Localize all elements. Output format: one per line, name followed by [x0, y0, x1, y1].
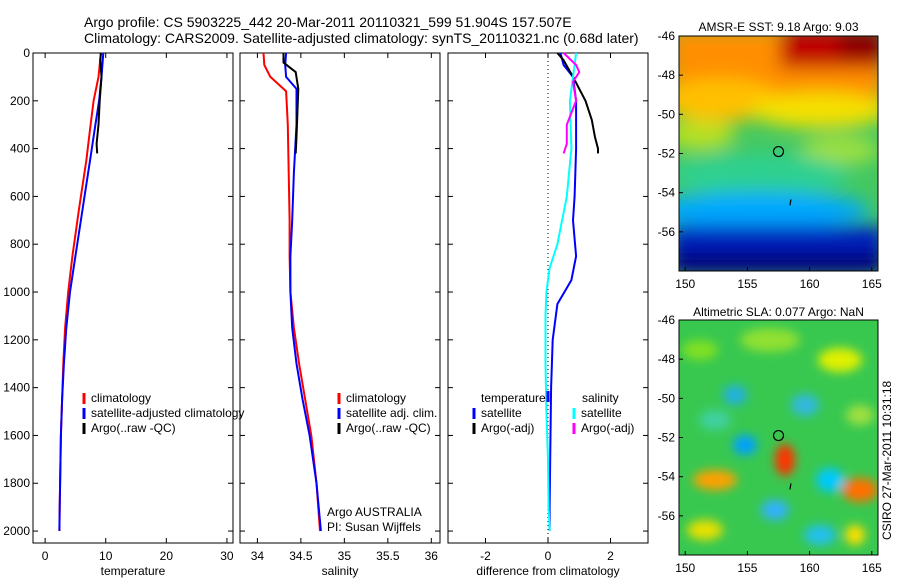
map-2-xtick-label: 165: [862, 561, 882, 575]
panel-3-xtick-label: 0: [545, 549, 552, 563]
ytick-label: 400: [10, 142, 30, 156]
map-2-xtick-label: 155: [737, 561, 757, 575]
panel-2-series-satellite-adj-clim-: [284, 52, 322, 532]
ytick-label: 2000: [3, 524, 30, 538]
legend-3-temperature-entry: satellite: [481, 406, 522, 420]
map-2-ytick-label: -54: [658, 470, 676, 484]
legend-2-entry: climatology: [346, 391, 406, 405]
panel-2-xlabel: salinity: [322, 564, 359, 578]
panel-3-xtick-label: 2: [607, 549, 614, 563]
map-1-ytick-label: -48: [658, 68, 676, 82]
panel-3-series-salinity-satellite: [544, 52, 578, 532]
ytick-label: 1600: [3, 428, 30, 442]
panel-2-xtick-label: 34.5: [289, 549, 313, 563]
map-1-xtick-label: 155: [737, 277, 757, 291]
legend-1-entry: climatology: [91, 391, 151, 405]
panel-2-xtick-label: 35.5: [376, 549, 400, 563]
panel-1-xtick-label: 0: [42, 549, 49, 563]
map-1-xtick-label: 160: [800, 277, 820, 291]
panel-2-series-argo-raw-qc-: [282, 53, 300, 154]
ytick-label: 600: [10, 189, 30, 203]
map-2-ytick-label: -50: [658, 391, 676, 405]
chart-layer: 0 10 20 30temperature0200400600800100012001…: [3, 20, 882, 578]
header-line-1: Argo profile: CS 5903225_442 20-Mar-2011…: [84, 14, 572, 30]
map-1-ytick-label: -50: [658, 107, 676, 121]
panel-1-xtick-label: 30: [220, 549, 234, 563]
legend-3-salinity-title: salinity: [582, 391, 619, 405]
timestamp-side-note: CSIRO 27-Mar-2011 10:31:18: [880, 380, 894, 540]
legend-1-entry: Argo(..raw -QC): [91, 421, 176, 435]
map-2-title: Altimetric SLA: 0.077 Argo: NaN: [693, 305, 864, 319]
legend-3-salinity-entry: Argo(-adj): [581, 421, 634, 435]
map-2-ytick-label: -48: [658, 352, 676, 366]
panel-1-series-argo-raw-qc-: [95, 52, 103, 154]
map-1-xtick-label: 150: [675, 277, 695, 291]
ytick-label: 1800: [3, 476, 30, 490]
map-1-xtick-label: 165: [862, 277, 882, 291]
ytick-label: 1400: [3, 381, 30, 395]
panel-3-series-temperature-argo-adj-: [556, 52, 599, 154]
legend-2-entry: satellite adj. clim.: [346, 406, 437, 420]
ytick-label: 0: [23, 46, 30, 60]
panel-2-annotation: PI: Susan Wijffels: [327, 520, 421, 534]
map-1-track-mark: [789, 199, 792, 206]
panel-2-xtick-label: 34: [251, 549, 265, 563]
ytick-label: 1000: [3, 285, 30, 299]
panel-1-frame: [32, 52, 234, 544]
panel-2-xtick-label: 35: [338, 549, 352, 563]
map-1-float-marker: [772, 145, 785, 158]
map-2-ytick-label: -56: [658, 509, 676, 523]
panel-3-series-salinity-argo-adj-: [562, 52, 581, 154]
legend-3-temperature-title: temperature: [481, 391, 546, 405]
panel-1-series-satellite-adjusted-climatology: [58, 52, 105, 532]
ytick-label: 200: [10, 94, 30, 108]
panel-3-xlabel: difference from climatology: [476, 564, 619, 578]
panel-1-xtick-label: 20: [160, 549, 174, 563]
ytick-label: 1200: [3, 333, 30, 347]
panel-3-xtick-label: -2: [480, 549, 491, 563]
panel-3-series-temperature-satellite: [548, 52, 578, 531]
legend-3-temperature-entry: Argo(-adj): [481, 421, 534, 435]
map-1-ytick-label: -52: [658, 147, 676, 161]
map-2-track-mark: [789, 483, 792, 490]
map-1-ytick-label: -56: [658, 225, 676, 239]
panel-2-annotation: Argo AUSTRALIA: [327, 505, 422, 519]
map-2-ytick-label: -46: [658, 313, 676, 327]
map-1-title: AMSR-E SST: 9.18 Argo: 9.03: [698, 20, 858, 34]
map-1-ytick-label: -54: [658, 186, 676, 200]
legend-3-salinity-entry: satellite: [581, 406, 622, 420]
panel-1-xtick-label: 10: [99, 549, 113, 563]
legend-1-entry: satellite-adjusted climatology: [91, 406, 244, 420]
panel-2-series-climatology: [262, 52, 321, 532]
map-1-ytick-label: -46: [658, 29, 676, 43]
panel-2-xtick-label: 36: [425, 549, 439, 563]
panel-1-xlabel: temperature: [101, 564, 166, 578]
ytick-label: 800: [10, 237, 30, 251]
legend-2-entry: Argo(..raw -QC): [346, 421, 431, 435]
sst-map-image: [679, 36, 878, 271]
header-line-2: Climatology: CARS2009. Satellite-adjuste…: [84, 30, 639, 46]
map-2-ytick-label: -52: [658, 431, 676, 445]
map-2-float-marker: [772, 429, 785, 442]
map-2-xtick-label: 160: [800, 561, 820, 575]
sla-map-image: [679, 320, 878, 555]
map-2-xtick-label: 150: [675, 561, 695, 575]
panel-2-frame: [239, 52, 441, 544]
